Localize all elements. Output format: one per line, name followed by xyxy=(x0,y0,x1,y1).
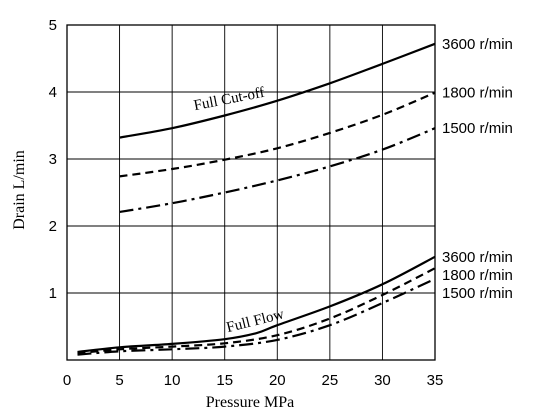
y-tick-label: 4 xyxy=(49,84,57,101)
x-tick-label: 35 xyxy=(427,372,444,389)
series-label: 1500 r/min xyxy=(442,120,513,137)
tick-labels: 0 5 10 15 20 25 30 35 1 2 3 4 5 xyxy=(49,17,444,389)
y-tick-label: 3 xyxy=(49,151,57,168)
y-tick-label: 5 xyxy=(49,17,57,34)
series-label: 3600 r/min xyxy=(442,249,513,266)
series-label: 1500 r/min xyxy=(442,285,513,302)
series-line-full-flow-3600 xyxy=(77,255,436,354)
x-tick-label: 5 xyxy=(115,372,123,389)
series-label: 1800 r/min xyxy=(442,85,513,102)
series-label: 1800 r/min xyxy=(442,267,513,284)
series-line-full-cutoff-3600 xyxy=(119,42,436,139)
annotation-full-cutoff: Full Cut-off xyxy=(192,85,266,114)
y-tick-label: 2 xyxy=(49,218,57,235)
x-tick-label: 0 xyxy=(63,372,71,389)
grid xyxy=(66,24,436,361)
series-line-full-flow-1800 xyxy=(77,267,436,355)
series-label: 3600 r/min xyxy=(442,36,513,53)
y-tick-label: 1 xyxy=(49,285,57,302)
plot-frame xyxy=(66,24,436,361)
series-line-full-flow-1500 xyxy=(77,277,436,356)
series-curves xyxy=(77,42,436,356)
y-axis-title: Drain L/min xyxy=(11,150,28,230)
x-axis-title: Pressure MPa xyxy=(206,394,294,411)
x-tick-label: 15 xyxy=(216,372,233,389)
x-tick-label: 10 xyxy=(164,372,181,389)
series-line-full-cutoff-1500 xyxy=(119,127,436,213)
x-tick-label: 30 xyxy=(374,372,391,389)
series-line-full-cutoff-1800 xyxy=(119,91,436,178)
x-tick-label: 20 xyxy=(269,372,286,389)
annotation-full-flow: Full Flow xyxy=(225,306,286,336)
x-tick-label: 25 xyxy=(322,372,339,389)
